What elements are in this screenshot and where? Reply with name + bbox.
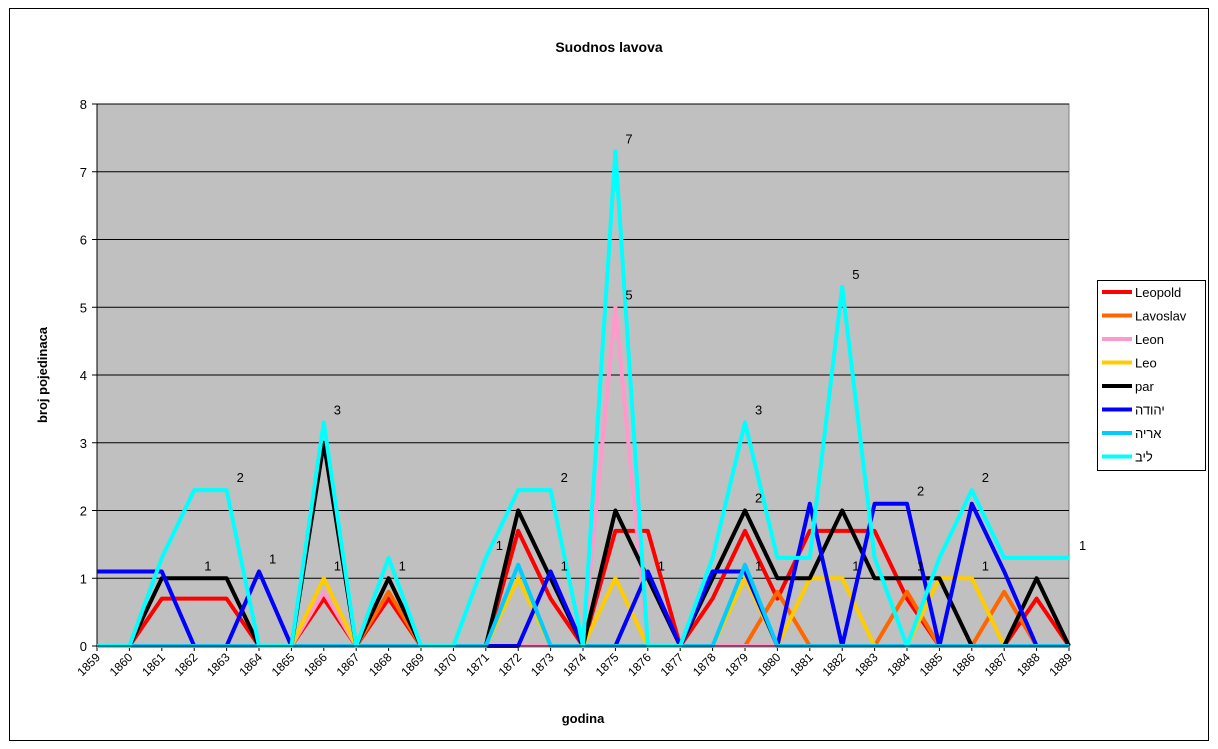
- annotation: 5: [852, 267, 859, 282]
- x-axis-label: godina: [562, 711, 605, 726]
- y-tick-label: 7: [80, 165, 87, 180]
- annotation: 2: [917, 484, 924, 499]
- annotation: 1: [204, 558, 211, 573]
- annotation: 1: [982, 558, 989, 573]
- annotation: 1: [269, 551, 276, 566]
- legend-label: Leopold: [1135, 285, 1181, 300]
- y-tick-label: 2: [80, 504, 87, 519]
- annotation: 3: [755, 402, 762, 417]
- y-tick-label: 4: [80, 368, 87, 383]
- annotation: 1: [755, 558, 762, 573]
- chart-title: Suodnos lavova: [555, 39, 663, 55]
- legend-label: Leon: [1135, 332, 1164, 347]
- legend-label: יהודה: [1135, 403, 1165, 418]
- annotation: 2: [237, 470, 244, 485]
- annotation: 1: [852, 558, 859, 573]
- y-tick-label: 5: [80, 300, 87, 315]
- annotation: 3: [334, 402, 341, 417]
- legend-label: Lavoslav: [1135, 309, 1187, 324]
- y-tick-label: 0: [80, 639, 87, 654]
- annotation: 1: [334, 558, 341, 573]
- annotation: 1: [658, 558, 665, 573]
- annotation: 1: [917, 558, 924, 573]
- y-tick-label: 6: [80, 233, 87, 248]
- legend-label: אריה: [1135, 426, 1161, 441]
- annotation: 2: [755, 491, 762, 506]
- legend: [1097, 280, 1206, 471]
- annotation: 7: [625, 131, 632, 146]
- annotation: 5: [625, 287, 632, 302]
- y-axis-label: broj pojedinaca: [35, 326, 50, 423]
- annotation: 2: [561, 470, 568, 485]
- legend-label: par: [1135, 379, 1154, 394]
- annotation: 1: [496, 538, 503, 553]
- annotation: 2: [982, 470, 989, 485]
- legend-label: ליב: [1135, 450, 1153, 465]
- legend-label: Leo: [1135, 356, 1157, 371]
- annotation: 1: [1079, 538, 1086, 553]
- y-tick-label: 3: [80, 436, 87, 451]
- annotation: 1: [399, 558, 406, 573]
- y-tick-label: 1: [80, 571, 87, 586]
- annotation: 1: [561, 558, 568, 573]
- y-tick-label: 8: [80, 97, 87, 112]
